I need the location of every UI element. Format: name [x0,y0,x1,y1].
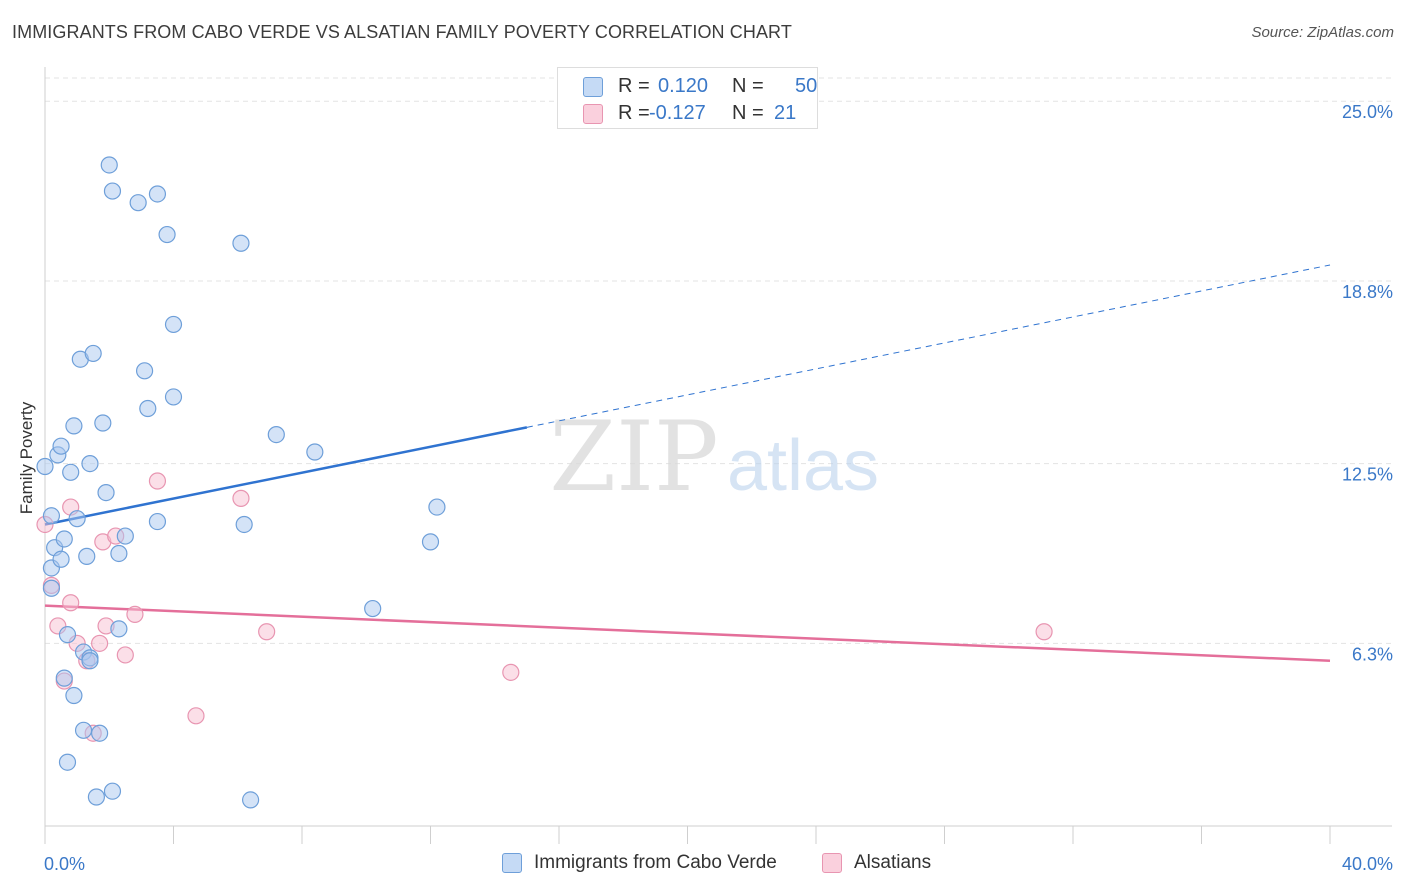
point-cabo-verde [78,547,96,565]
tick-label-layer: 6.3% 12.5% 18.8% 25.0% 0.0% 40.0% [44,102,1393,874]
x-tick-label-max: 40.0% [1342,854,1393,874]
y-tick-label: 18.8% [1342,282,1393,302]
point-alsatians [502,663,520,681]
y-axis-label: Family Poverty [17,401,36,515]
point-cabo-verde [158,225,176,244]
y-tick-label: 12.5% [1342,465,1393,485]
point-cabo-verde [55,669,73,687]
legend-n-label: N = [732,75,764,97]
point-cabo-verde [97,483,115,502]
point-cabo-verde [74,721,93,739]
point-alsatians [116,646,134,664]
axes-layer [44,67,1392,844]
source-label: Source: ZipAtlas.com [1251,24,1394,41]
watermark: ZIP atlas [549,401,879,513]
point-cabo-verde [81,454,99,473]
legend-swatch-pink [583,104,603,124]
bottom-legend-label: Immigrants from Cabo Verde [534,852,777,873]
point-alsatians [126,605,144,623]
legend-n-value: 21 [774,102,797,124]
trend-line-cabo-verde-extrapolated [526,264,1331,428]
point-alsatians [148,472,167,490]
point-alsatians [91,634,109,652]
point-cabo-verde [58,626,77,644]
point-cabo-verde [135,362,154,380]
point-alsatians [232,489,250,507]
y-tick-label: 25.0% [1342,102,1393,122]
point-cabo-verde [62,463,80,481]
bottom-legend-label: Alsatians [854,852,932,873]
point-cabo-verde [116,527,134,545]
point-cabo-verde [36,457,54,476]
point-cabo-verde [84,344,102,363]
legend-r-label: R = [618,102,650,124]
point-alsatians [187,707,205,725]
point-cabo-verde [103,782,122,800]
point-cabo-verde [58,753,77,771]
bottom-legend-swatch-blue [502,853,522,873]
watermark-zip: ZIP [549,401,718,513]
point-cabo-verde [148,185,167,203]
legend-row-alsatians: R = -0.127 N = 21 [558,100,817,128]
point-cabo-verde [91,724,109,742]
legend-r-value: 0.120 [658,75,709,97]
point-cabo-verde [110,620,128,638]
y-tick-label: 6.3% [1352,644,1393,664]
point-cabo-verde [42,507,61,525]
point-cabo-verde [148,512,167,531]
point-cabo-verde [364,599,382,618]
point-alsatians [62,594,80,612]
trend-layer [44,264,1331,662]
legend-n-label: N = [732,102,764,124]
legend-r-value: -0.127 [649,102,706,124]
x-tick-label-min: 0.0% [44,854,85,874]
grid-layer [45,77,1392,644]
point-cabo-verde [65,417,83,435]
watermark-atlas: atlas [727,426,879,506]
point-cabo-verde [81,652,99,670]
point-cabo-verde [65,686,83,705]
point-cabo-verde [421,533,440,551]
point-cabo-verde [55,530,73,548]
point-cabo-verde [103,182,122,200]
point-alsatians [1035,623,1053,641]
point-cabo-verde [306,443,324,461]
chart-title: IMMIGRANTS FROM CABO VERDE VS ALSATIAN F… [12,22,792,42]
point-cabo-verde [87,788,106,806]
point-cabo-verde [68,510,86,528]
bottom-legend-swatch-pink [822,853,842,873]
point-cabo-verde [164,388,183,406]
legend-n-value: 50 [795,75,818,97]
point-cabo-verde [235,515,253,534]
point-cabo-verde [110,544,128,563]
legend-swatch-blue [583,77,603,97]
point-cabo-verde [232,234,250,252]
point-cabo-verde [129,194,147,212]
point-cabo-verde [267,426,285,444]
point-cabo-verde [100,156,118,174]
point-cabo-verde [42,579,61,597]
correlation-legend: R = 0.120 N = 50 R = -0.127 N = 21 [557,67,818,129]
trend-line-cabo-verde [44,426,528,526]
trend-line-alsatians [44,604,1331,662]
legend-row-cabo-verde: R = 0.120 N = 50 [558,73,817,101]
point-cabo-verde [242,791,260,809]
point-cabo-verde [52,437,70,455]
point-cabo-verde [428,498,446,516]
point-cabo-verde [52,550,70,568]
point-cabo-verde [139,399,157,418]
legend-r-label: R = [618,75,650,97]
point-cabo-verde [164,315,183,334]
points-layer [36,156,1053,809]
point-cabo-verde [94,414,112,432]
point-alsatians [258,623,276,641]
